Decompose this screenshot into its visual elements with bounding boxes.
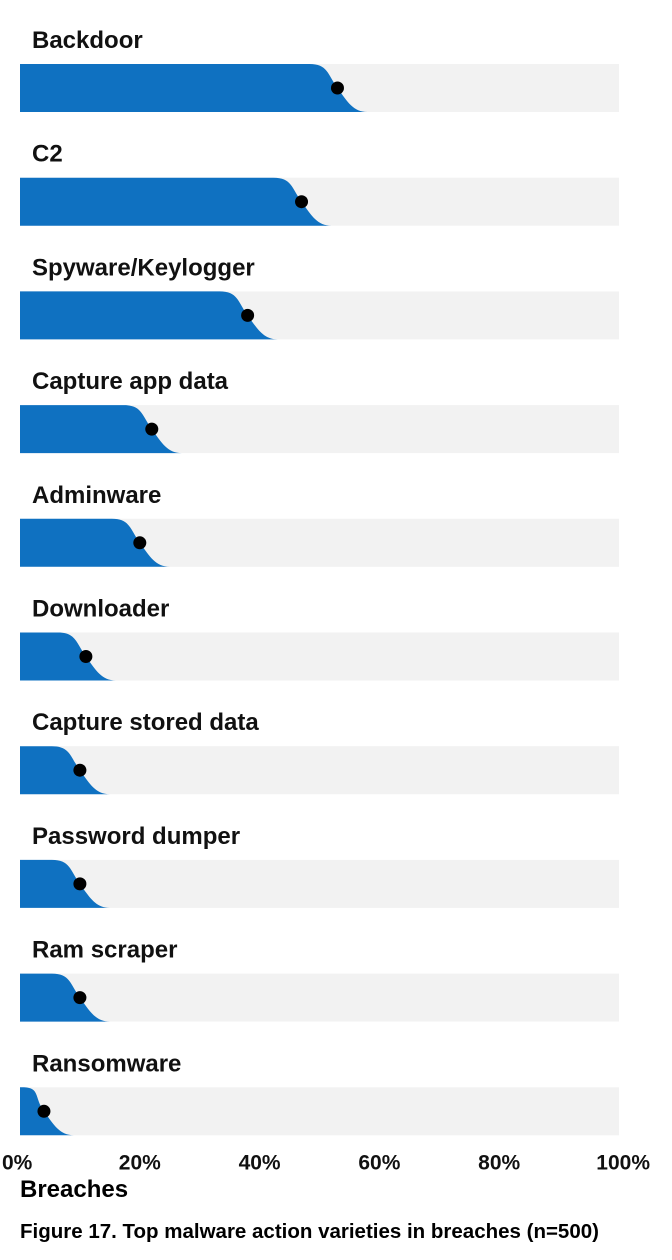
x-tick-label: 60% xyxy=(358,1151,400,1174)
bar-track xyxy=(20,632,619,681)
x-tick-label: 20% xyxy=(119,1151,161,1174)
value-marker xyxy=(145,422,159,436)
chart: Backdoor C2 Spyware/Keylogger Capture app d… xyxy=(2,27,650,1174)
value-marker xyxy=(241,308,255,322)
value-marker xyxy=(295,195,309,209)
category-label: Capture app data xyxy=(32,368,229,395)
bar-track xyxy=(20,973,619,1022)
category-label: Backdoor xyxy=(32,27,143,54)
value-marker xyxy=(79,650,93,663)
value-marker xyxy=(133,536,147,550)
category-label: Spyware/Keylogger xyxy=(32,254,255,281)
value-marker xyxy=(73,991,87,1005)
bar xyxy=(20,405,182,454)
x-axis-label: Breaches xyxy=(20,1176,129,1203)
bar xyxy=(20,177,332,226)
category-label: Password dumper xyxy=(32,823,240,850)
bar xyxy=(20,291,278,340)
x-tick-label: 80% xyxy=(478,1151,520,1174)
category-label: C2 xyxy=(32,141,63,168)
bar xyxy=(20,632,116,681)
bar xyxy=(20,973,110,1022)
value-marker xyxy=(73,763,87,777)
category-label: Adminware xyxy=(32,482,161,509)
bar xyxy=(20,518,170,567)
bar-track xyxy=(20,746,619,795)
bar xyxy=(20,746,110,795)
bar-track xyxy=(20,1087,619,1136)
value-marker xyxy=(330,81,344,95)
bar xyxy=(20,1087,74,1136)
bar-track xyxy=(20,859,619,908)
bar xyxy=(20,64,368,112)
value-marker xyxy=(37,1104,51,1118)
category-label: Downloader xyxy=(32,596,169,623)
bar xyxy=(20,859,110,908)
x-tick-label: 40% xyxy=(239,1151,281,1174)
category-label: Ram scraper xyxy=(32,937,177,964)
figure-caption: Figure 17. Top malware action varieties … xyxy=(20,1220,599,1243)
category-label: Ransomware xyxy=(32,1050,181,1077)
category-label: Capture stored data xyxy=(32,709,259,736)
value-marker xyxy=(73,877,87,891)
x-tick-label: 100% xyxy=(596,1151,650,1174)
x-tick-label: 0% xyxy=(2,1151,33,1174)
